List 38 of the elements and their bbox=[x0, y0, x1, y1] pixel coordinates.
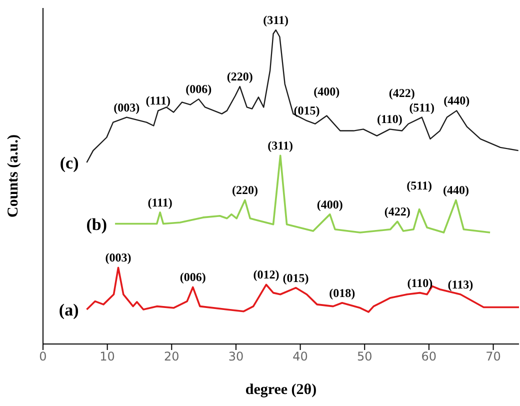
x-tick-label: 30 bbox=[228, 350, 244, 364]
x-tick-label: 50 bbox=[356, 350, 372, 364]
annotation: (422) bbox=[384, 204, 410, 219]
x-tick-label: 60 bbox=[421, 350, 437, 364]
annotation: (006) bbox=[186, 82, 212, 96]
annotation: (400) bbox=[314, 84, 340, 99]
annotation: (006) bbox=[180, 270, 206, 284]
x-axis-title: degree (2θ) bbox=[245, 382, 317, 398]
annotation: (311) bbox=[268, 138, 294, 153]
series-label: (b) bbox=[86, 214, 108, 234]
y-axis-title: Counts (a.u.) bbox=[5, 134, 22, 218]
annotation: (220) bbox=[232, 183, 258, 198]
x-tick-label: 10 bbox=[100, 350, 115, 364]
annotation: (440) bbox=[444, 94, 470, 108]
series-label: (a) bbox=[58, 300, 79, 320]
x-tick-label: 40 bbox=[292, 350, 308, 364]
annotation: (111) bbox=[148, 195, 172, 210]
annotation: (422) bbox=[388, 86, 415, 100]
annotation: (003) bbox=[105, 250, 132, 265]
x-tick-label: 70 bbox=[486, 350, 501, 364]
annotation: (003) bbox=[114, 100, 140, 114]
annotation: (113) bbox=[448, 277, 474, 292]
annotation: (511) bbox=[409, 100, 435, 114]
annotation: (311) bbox=[263, 12, 289, 27]
annotation: (220) bbox=[226, 70, 253, 84]
annotation: (440) bbox=[442, 183, 469, 198]
annotation: (110) bbox=[407, 276, 433, 290]
x-tick-label: 20 bbox=[164, 350, 180, 364]
annotation: (400) bbox=[316, 197, 343, 212]
annotation: (110) bbox=[377, 112, 402, 126]
annotation: (018) bbox=[329, 286, 356, 300]
x-tick-label: 0 bbox=[39, 350, 47, 364]
annotation: (015) bbox=[282, 270, 309, 285]
annotation: (012) bbox=[253, 268, 280, 282]
annotation: (015) bbox=[294, 104, 320, 118]
annotation: (511) bbox=[406, 178, 432, 192]
series-label: (c) bbox=[60, 154, 79, 173]
annotation: (111) bbox=[146, 94, 170, 108]
